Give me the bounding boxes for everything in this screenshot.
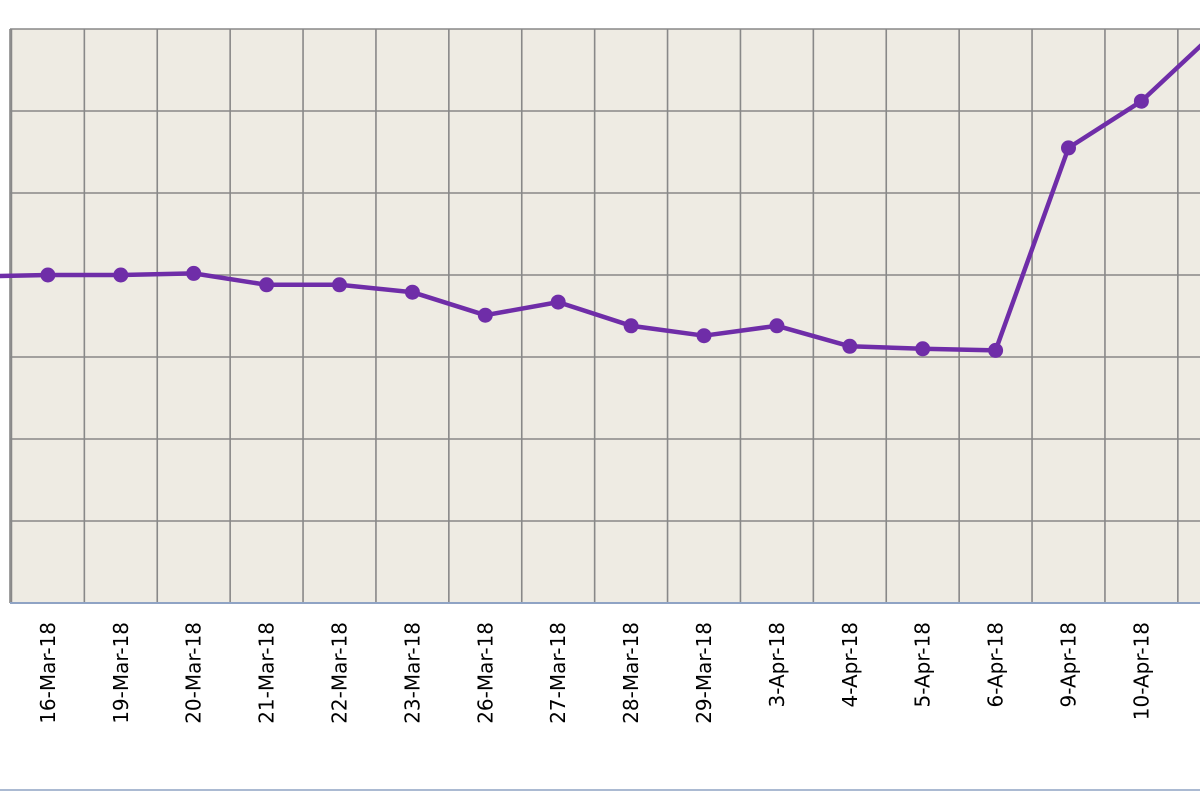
x-tick-label: 10-Apr-18 [1129,622,1153,720]
x-tick-label: 29-Mar-18 [692,622,716,724]
data-point [259,277,275,293]
x-tick-label: 4-Apr-18 [838,622,862,708]
data-point [769,318,785,334]
x-tick-label: 3-Apr-18 [765,622,789,708]
x-tick-label: 16-Mar-18 [36,622,60,724]
data-point [550,294,566,310]
data-point [113,267,129,283]
data-point [186,265,202,281]
x-tick-label: 21-Mar-18 [255,622,279,724]
data-point [696,328,712,344]
x-tick-label: 9-Apr-18 [1057,622,1081,708]
data-point [1133,93,1149,109]
x-tick-label: 22-Mar-18 [328,622,352,724]
data-point [842,338,858,354]
x-tick-label: 23-Mar-18 [400,622,424,724]
x-tick-label: 20-Mar-18 [182,622,206,724]
x-tick-label: 19-Mar-18 [109,622,133,724]
x-tick-label: 28-Mar-18 [619,622,643,724]
data-point [988,342,1004,358]
data-point [477,307,493,323]
x-tick-label: 6-Apr-18 [984,622,1008,708]
data-point [915,341,931,357]
data-point [40,267,56,283]
data-point [623,318,639,334]
x-tick-label: 5-Apr-18 [911,622,935,708]
x-tick-label: 26-Mar-18 [473,622,497,724]
series-line [0,43,1200,353]
data-points [40,93,1149,358]
x-tick-labels: 16-Mar-18 19-Mar-18 20-Mar-18 21-Mar-18 22-M… [36,622,1154,724]
data-point [404,284,420,300]
x-tick-label: 27-Mar-18 [546,622,570,724]
data-point [1061,140,1076,156]
data-point [332,277,347,293]
